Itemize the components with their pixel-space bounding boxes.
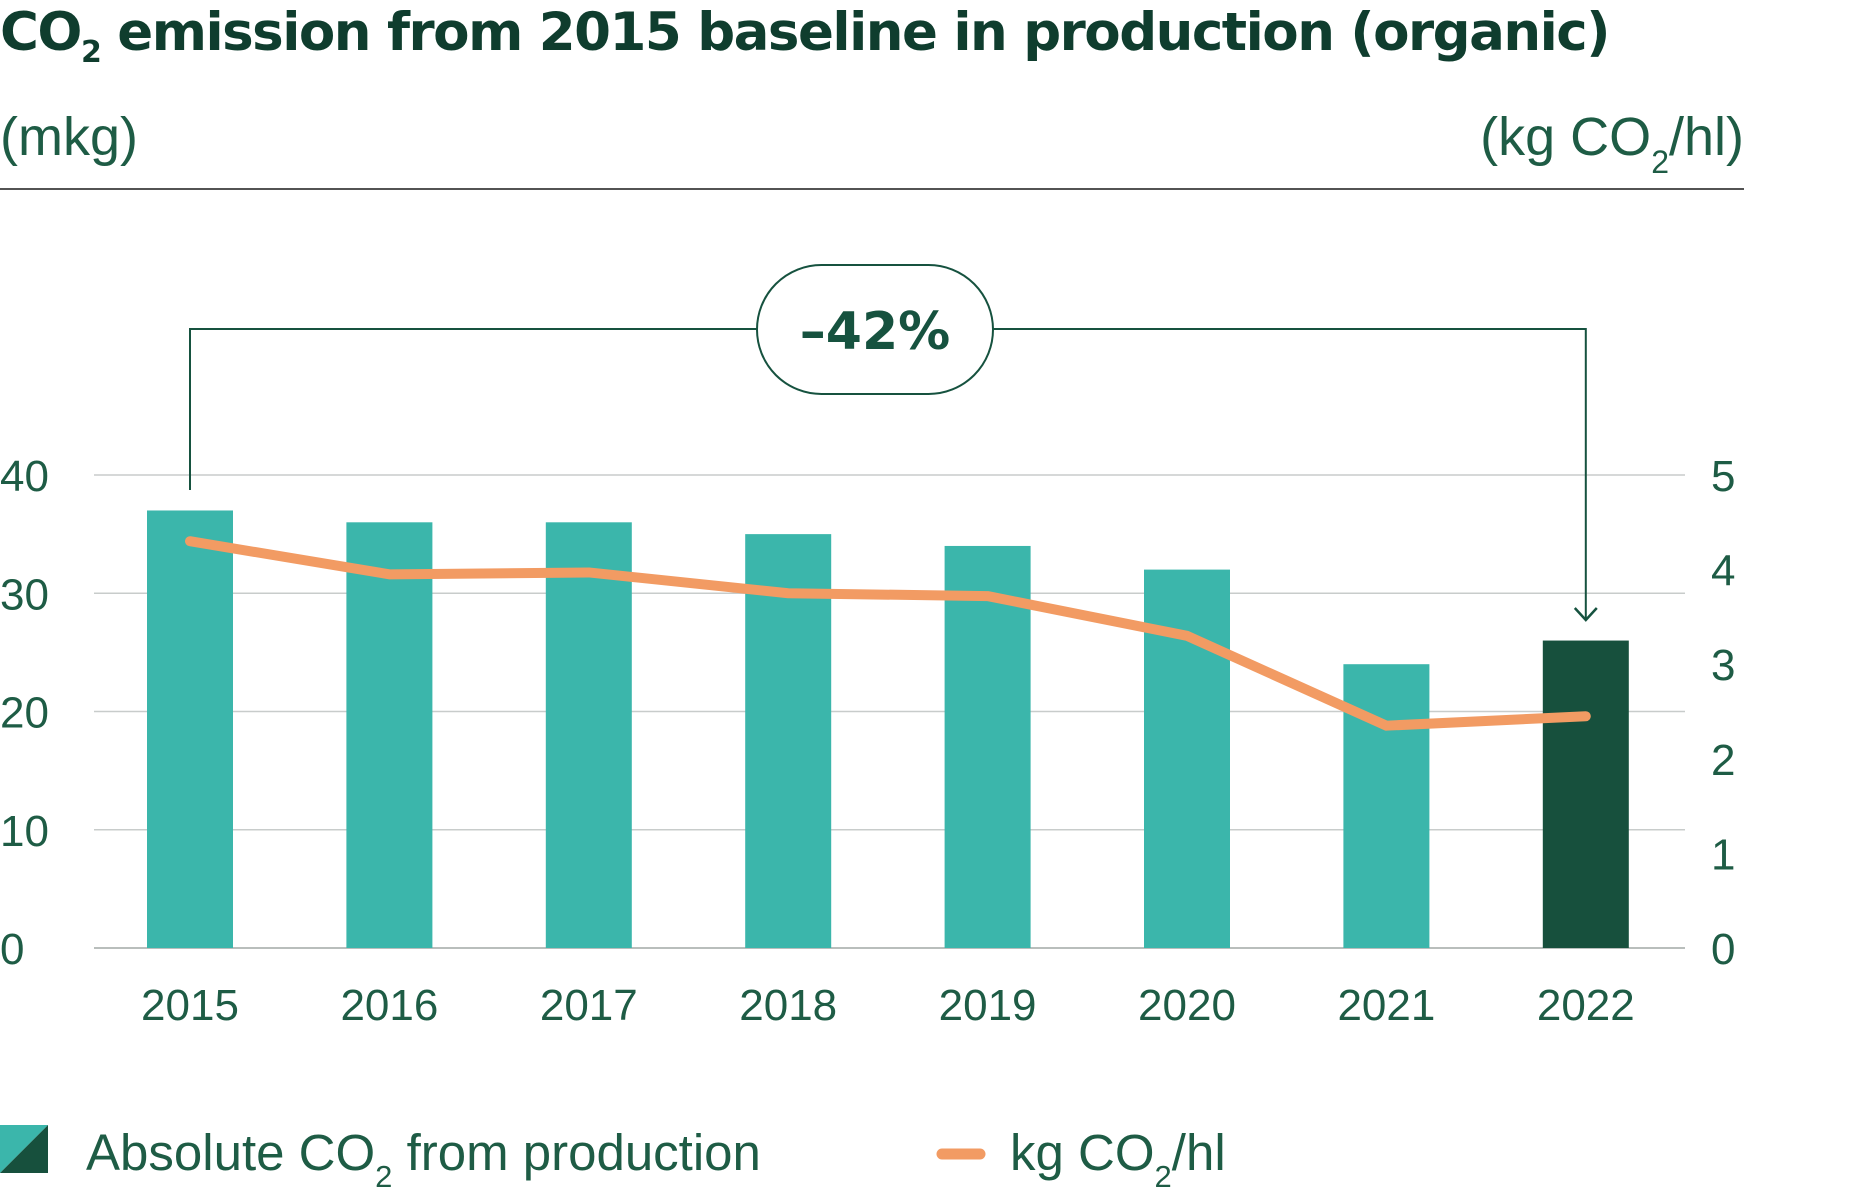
reduction-bracket: –42% (189, 264, 1598, 622)
intensity-line (185, 536, 1591, 731)
left-tick-label: 10 (0, 807, 49, 856)
bar-2019 (944, 545, 1031, 948)
right-tick-label: 0 (1711, 925, 1735, 974)
x-tick-label: 2020 (1138, 981, 1236, 1030)
reduction-label: –42% (800, 302, 950, 362)
right-tick-label: 3 (1711, 641, 1735, 690)
bar-2016 (346, 522, 433, 948)
left-tick-label: 0 (0, 925, 24, 974)
left-tick-label: 40 (0, 452, 49, 501)
right-tick-label: 4 (1711, 547, 1735, 596)
bar-2015 (147, 510, 233, 948)
right-tick-label: 1 (1711, 830, 1735, 879)
arrow-head-icon (1573, 607, 1598, 622)
x-axis-ticks: 2015 2016 2017 2018 2019 2020 2021 2022 (141, 981, 1635, 1030)
x-tick-label: 2018 (739, 981, 837, 1030)
x-tick-label: 2022 (1537, 981, 1635, 1030)
chart-title: CO2 emission from 2015 baseline in produ… (0, 2, 1864, 70)
bar-2017 (545, 522, 632, 948)
left-axis-unit: (mkg) (0, 107, 138, 167)
reduction-badge (756, 264, 994, 395)
title-text-rest: emission from 2015 baseline in productio… (100, 2, 1610, 63)
right-axis-unit: (kg CO2/hl) (1480, 107, 1744, 180)
left-tick-label: 20 (0, 689, 49, 738)
title-text: CO (0, 2, 82, 63)
left-axis-ticks: 0 10 20 30 40 (0, 452, 49, 974)
x-tick-label: 2021 (1337, 981, 1435, 1030)
right-tick-label: 2 (1711, 736, 1735, 785)
legend-label-intensity: kg CO2/hl (1010, 1124, 1226, 1192)
left-tick-label: 30 (0, 570, 49, 619)
bar-2018 (745, 534, 832, 948)
line-series (185, 536, 1591, 731)
title-subscript: 2 (80, 35, 102, 70)
gridlines (94, 474, 1685, 949)
x-tick-label: 2019 (939, 981, 1037, 1030)
right-axis-ticks: 0 1 2 3 4 5 (1711, 452, 1735, 974)
bar-2022 (1542, 640, 1629, 948)
x-tick-label: 2015 (141, 981, 239, 1030)
x-tick-label: 2017 (540, 981, 638, 1030)
right-tick-label: 5 (1711, 452, 1735, 501)
x-tick-label: 2016 (340, 981, 438, 1030)
legend-label-absolute: Absolute CO2 from production (86, 1124, 761, 1192)
legend: Absolute CO2 from production kg CO2/hl (0, 1124, 1226, 1192)
legend-bar-swatch-dark (0, 1125, 48, 1173)
